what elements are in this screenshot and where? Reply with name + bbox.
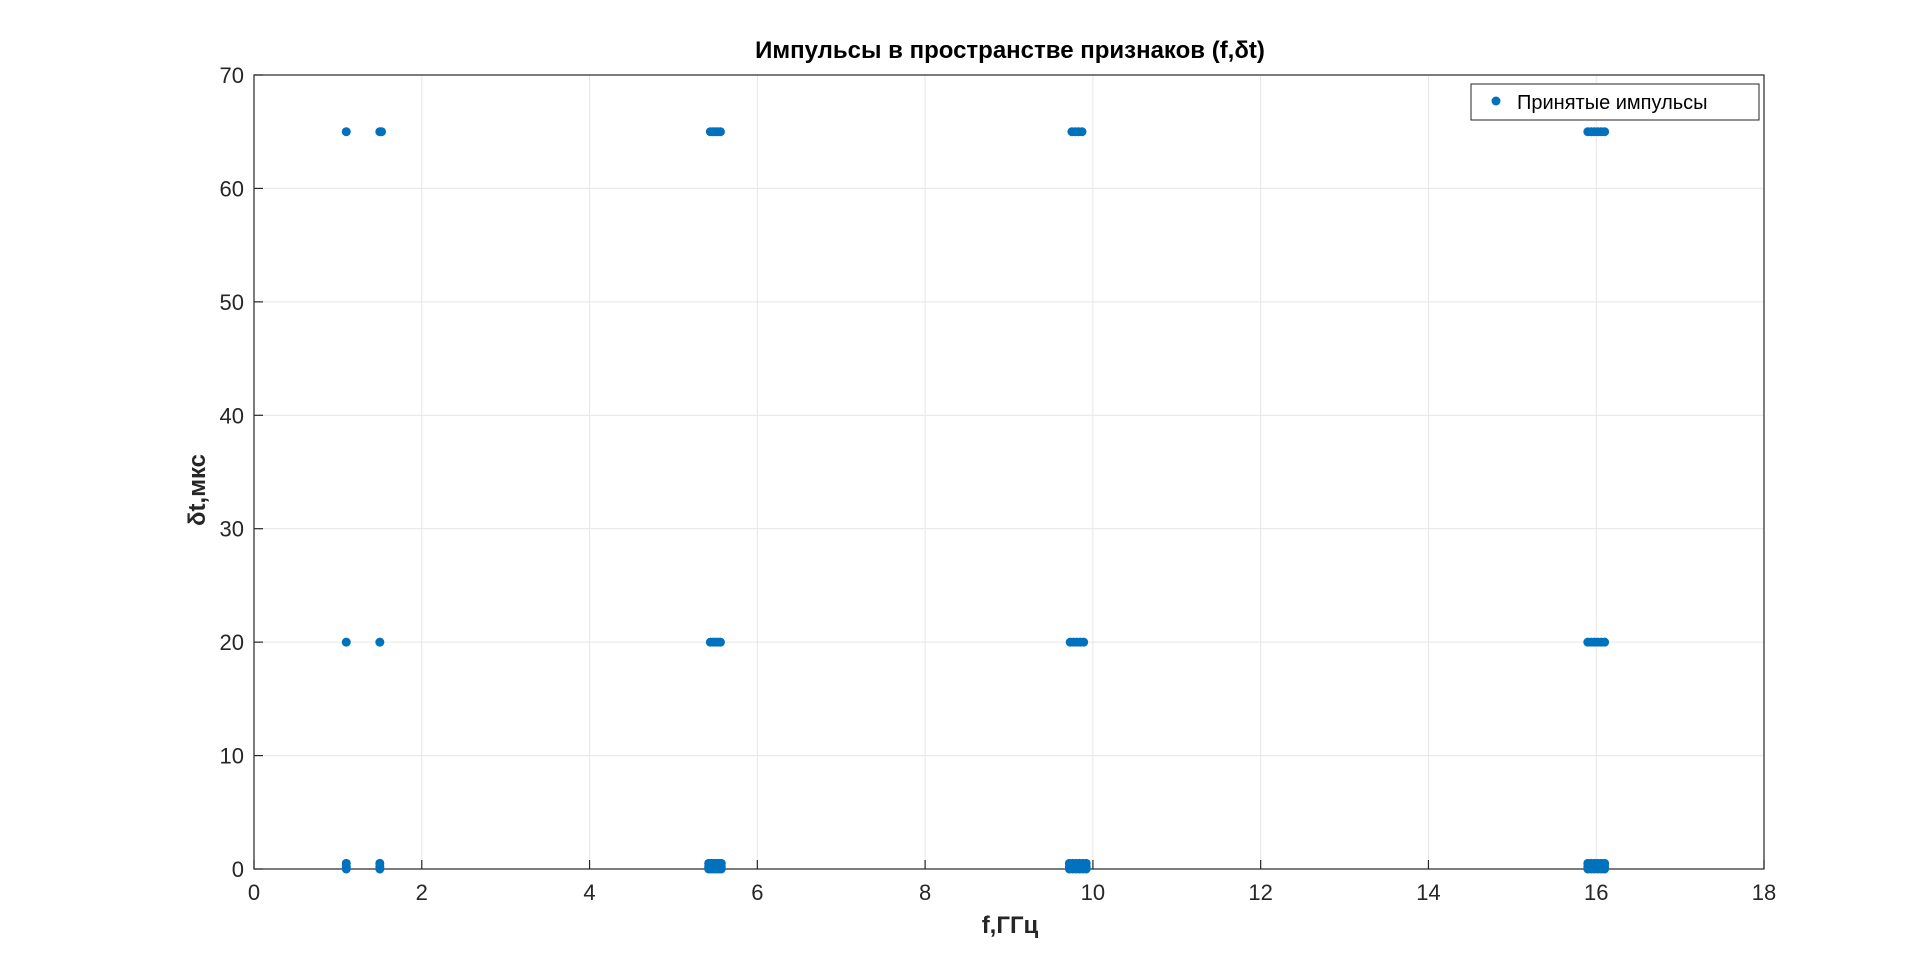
data-points: [341, 127, 1610, 874]
x-tick-label: 4: [583, 880, 595, 905]
y-tick-label: 10: [220, 744, 244, 769]
x-tick-label: 0: [248, 880, 260, 905]
data-point: [1081, 864, 1091, 874]
x-tick-label: 10: [1081, 880, 1105, 905]
axis-ticks: [253, 74, 1765, 870]
plot-area-border: [253, 74, 1765, 870]
data-point: [716, 864, 726, 874]
x-tick-label: 18: [1752, 880, 1776, 905]
chart-title: Импульсы в пространстве признаков (f,δt): [755, 37, 1265, 64]
x-tick-label: 16: [1584, 880, 1608, 905]
data-point: [715, 637, 725, 647]
data-point: [1600, 864, 1610, 874]
y-tick-label: 40: [220, 403, 244, 428]
y-tick-label: 50: [220, 290, 244, 315]
data-point: [341, 127, 351, 137]
data-point: [341, 637, 351, 647]
x-tick-label: 6: [751, 880, 763, 905]
data-point: [1077, 127, 1087, 137]
data-point: [1079, 637, 1089, 647]
y-tick-label: 70: [220, 63, 244, 88]
data-point: [341, 864, 351, 874]
x-axis-label: f,ГГц: [982, 912, 1039, 939]
y-tick-label: 30: [220, 517, 244, 542]
data-point: [375, 864, 385, 874]
data-point: [377, 127, 387, 137]
data-point: [1600, 127, 1610, 137]
legend-label: Принятые импульсы: [1517, 92, 1708, 114]
x-tick-label: 14: [1416, 880, 1440, 905]
legend: Принятые импульсы: [1470, 83, 1760, 121]
y-tick-label: 0: [232, 857, 244, 882]
data-point: [1600, 637, 1610, 647]
legend-box: [1470, 83, 1760, 121]
legend-marker: [1491, 96, 1501, 106]
data-point: [375, 637, 385, 647]
y-tick-label: 60: [220, 176, 244, 201]
x-tick-label: 8: [919, 880, 931, 905]
tick-labels: 0 2 4 6 8 10 12 14 16 18 0 10 20 30 40 50 60 70: [220, 63, 1777, 905]
data-point: [715, 127, 725, 137]
x-tick-label: 2: [416, 880, 428, 905]
x-tick-label: 12: [1248, 880, 1272, 905]
y-axis-label: δt,мкс: [184, 454, 211, 526]
y-tick-label: 20: [220, 630, 244, 655]
